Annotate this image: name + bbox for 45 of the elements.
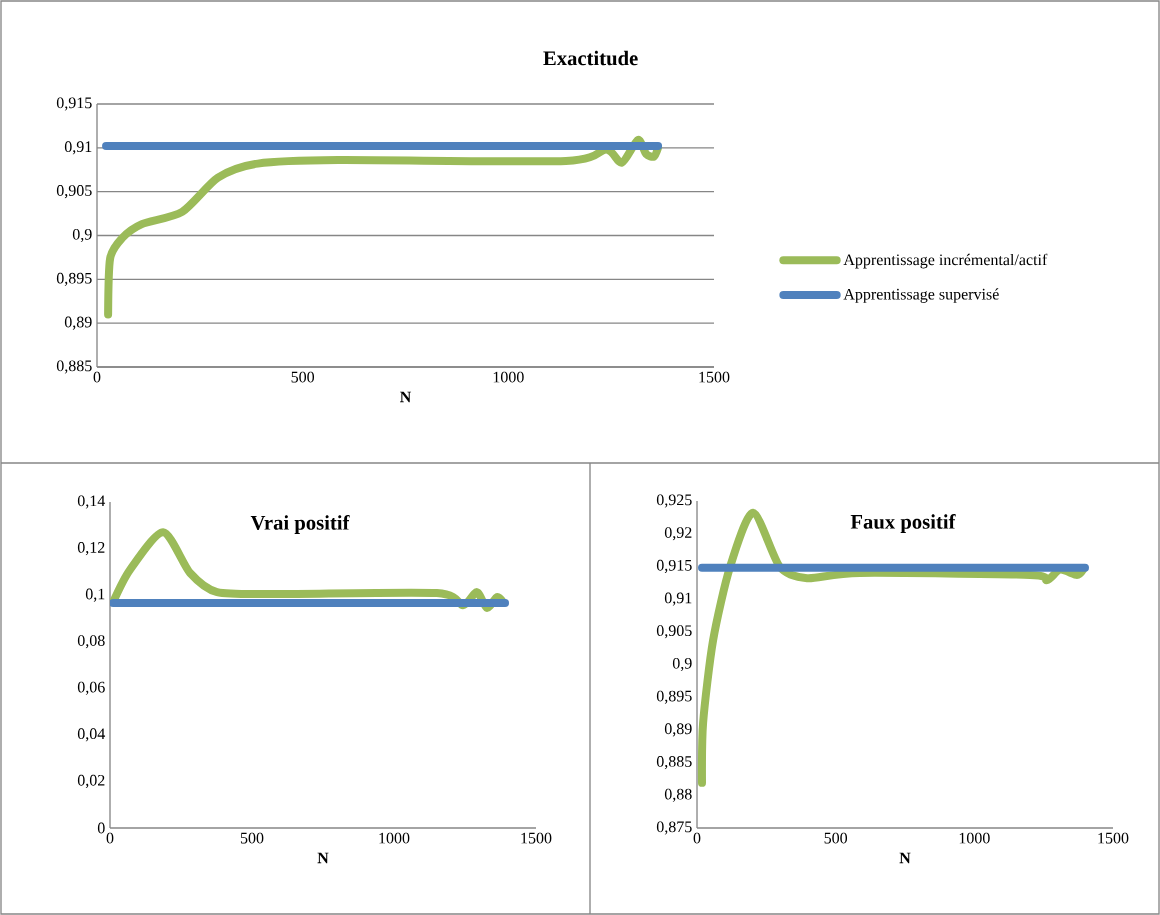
x-tick-label: 1500 <box>1098 832 1129 844</box>
x-tick-label: 0 <box>693 832 701 844</box>
x-tick-label: 1000 <box>379 832 410 844</box>
x-tick-label: 1000 <box>493 371 524 383</box>
text: Faux positif <box>850 514 956 534</box>
y-tick-label: 0 <box>97 822 105 834</box>
y-tick-label: 0,905 <box>56 185 92 199</box>
x-axis-title: N <box>899 852 911 864</box>
y-tick-label: 0,89 <box>64 316 92 330</box>
y-tick-label: 0,885 <box>656 756 692 770</box>
legend-label: Apprentissage incrémental/actif <box>843 253 1048 269</box>
y-tick-label: 0,92 <box>664 527 692 541</box>
y-tick-label: 0,925 <box>656 494 692 508</box>
legend-label: Apprentissage supervisé <box>843 288 999 303</box>
y-tick-label: 0,14 <box>77 495 106 509</box>
y-tick-label: 0,04 <box>77 728 106 742</box>
y-tick-label: 0,915 <box>656 559 692 573</box>
x-tick-label: 1500 <box>699 371 730 383</box>
x-tick-label: 1500 <box>521 832 552 844</box>
y-tick-label: 0,915 <box>56 97 92 111</box>
y-tick-label: 0,895 <box>656 690 692 704</box>
y-tick-label: 0,12 <box>77 542 105 556</box>
y-tick-label: 0,885 <box>56 360 92 374</box>
y-tick-label: 0,905 <box>656 625 692 639</box>
y-tick-label: 0,9 <box>72 228 92 243</box>
y-tick-label: 0,1 <box>85 588 105 602</box>
x-tick-label: 500 <box>291 371 315 383</box>
y-tick-label: 0,9 <box>672 657 692 672</box>
y-tick-label: 0,875 <box>656 821 692 835</box>
chart-title: Exactitude <box>543 50 638 66</box>
y-tick-label: 0,08 <box>77 635 105 649</box>
y-tick-label: 0,91 <box>64 141 92 155</box>
y-tick-label: 0,88 <box>664 788 692 802</box>
y-tick-label: 0,91 <box>664 592 692 606</box>
y-tick-label: 0,06 <box>77 681 105 695</box>
x-axis-title: N <box>317 852 329 864</box>
text: Vrai positif <box>250 515 350 534</box>
x-tick-label: 0 <box>106 832 114 844</box>
x-tick-label: 1000 <box>959 832 990 844</box>
y-tick-label: 0,02 <box>77 774 105 788</box>
y-tick-label: 0,89 <box>664 723 692 737</box>
x-tick-label: 500 <box>240 832 264 844</box>
x-tick-label: 500 <box>824 832 848 844</box>
y-tick-label: 0,895 <box>56 272 92 286</box>
x-axis-title: N <box>400 391 412 403</box>
